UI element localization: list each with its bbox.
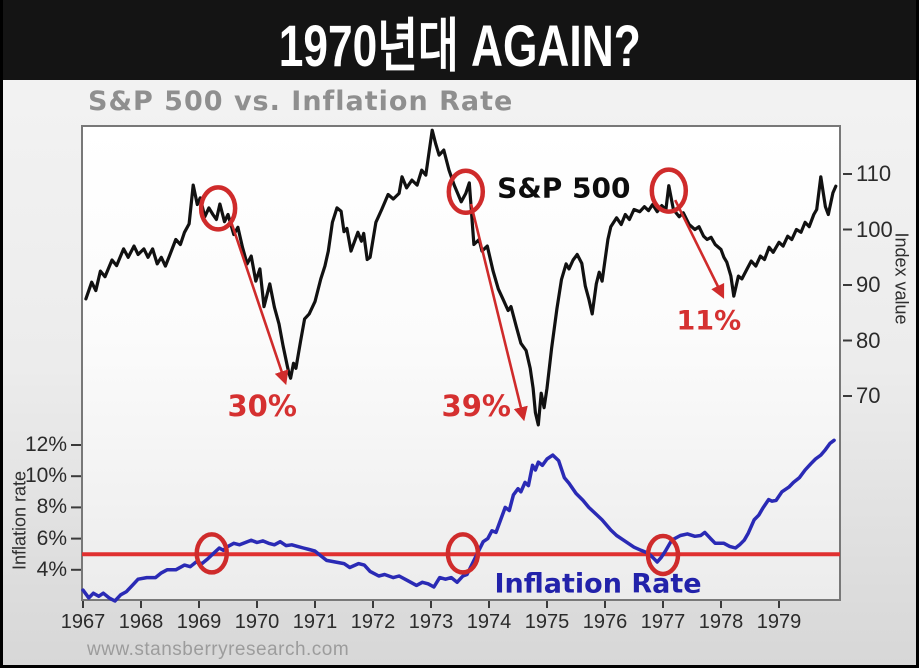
tick-label: 90 [856,272,881,297]
tick-label: 1972 [350,611,396,633]
decline-label-30pct: 30% [227,388,297,423]
tick-label: 4% [36,557,67,581]
banner-title: 1970년대 AGAIN? [278,13,641,79]
tick-label: 1978 [698,611,744,633]
tick-label: 110 [856,161,892,186]
tick-label: 1971 [292,611,338,633]
tick-label: 1976 [582,611,628,633]
plot-area [81,125,841,601]
decline-label-39pct: 39% [441,388,511,423]
tick-label: 1975 [524,611,570,633]
tick-label: 70 [856,383,881,408]
tick-label: 10% [24,464,67,488]
tick-label: 12% [24,433,67,456]
tick-label: 1974 [466,611,512,633]
tick-label: 6% [36,526,67,550]
tick-label: 1973 [408,611,454,633]
tick-label: 1970 [234,611,280,633]
video-title-banner: 1970년대 AGAIN? [3,0,916,80]
tick-label: 1969 [176,611,222,633]
tick-label: 1979 [756,611,802,633]
tick-label: 80 [856,327,881,353]
chart-title: S&P 500 vs. Inflation Rate [88,86,514,117]
tick-label: 8% [36,495,67,519]
decline-label-11pct: 11% [676,305,742,337]
tick-label: 1967 [60,611,106,633]
tick-label: 1968 [118,611,164,633]
sp500-series-label: S&P 500 [497,171,631,205]
watermark: www.stansberryresearch.com [87,639,350,660]
inflation-series-label: Inflation Rate [494,568,702,600]
tick-label: 1977 [640,611,686,633]
tick-label: 100 [856,216,893,242]
